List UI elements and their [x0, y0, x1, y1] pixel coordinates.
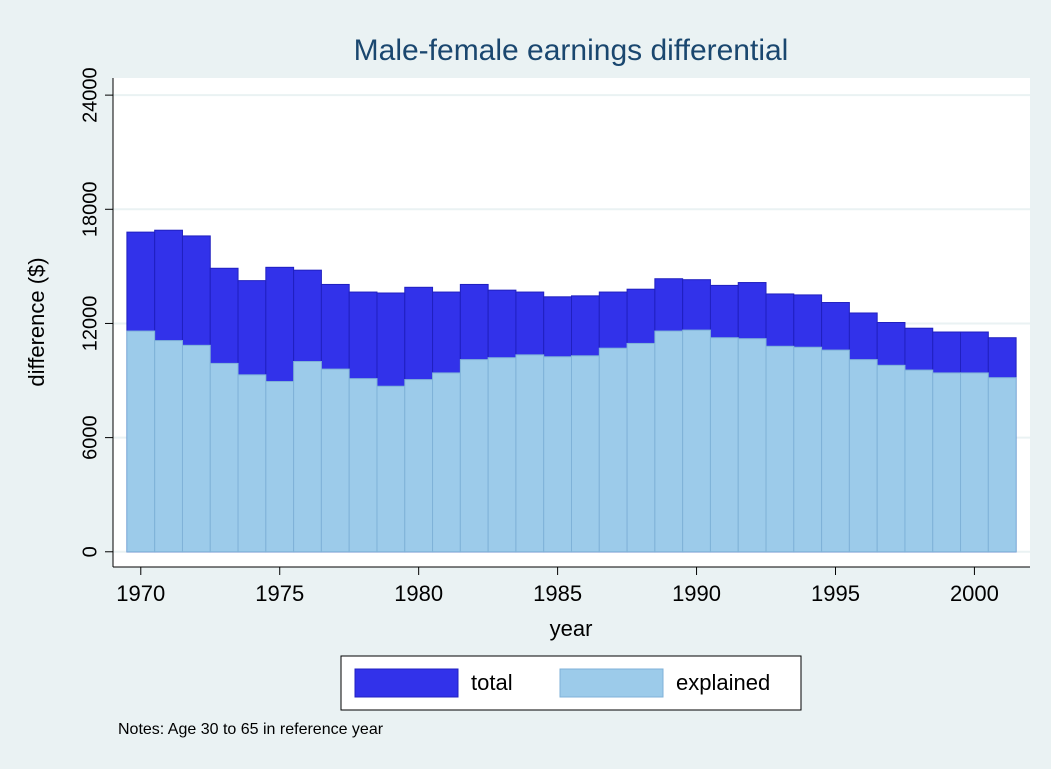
bar — [626, 342, 656, 553]
legend-label: total — [471, 670, 513, 695]
bar — [904, 369, 934, 553]
y-tick-label: 0 — [79, 546, 101, 557]
bar — [154, 340, 183, 553]
bar — [432, 372, 461, 553]
bar — [487, 357, 517, 553]
bar — [765, 345, 795, 553]
y-tick-label: 12000 — [79, 296, 101, 352]
bar — [960, 372, 989, 553]
legend-swatch — [354, 668, 459, 698]
bar — [543, 356, 572, 553]
bar — [348, 378, 378, 553]
bar — [654, 330, 684, 553]
bar — [237, 374, 267, 553]
bar — [320, 368, 350, 553]
bar — [987, 377, 1017, 553]
x-tick-label: 1985 — [533, 581, 582, 606]
legend-swatch — [559, 668, 664, 698]
bar — [821, 349, 850, 553]
x-tick-label: 1990 — [672, 581, 721, 606]
bar — [293, 361, 322, 553]
x-tick-label: 1975 — [255, 581, 304, 606]
bar — [265, 380, 295, 553]
bar — [876, 364, 906, 553]
y-axis-title: difference ($) — [24, 257, 49, 386]
bar — [793, 346, 823, 553]
x-tick-label: 1970 — [116, 581, 165, 606]
bar — [404, 379, 434, 553]
bar — [682, 329, 711, 553]
bar — [848, 359, 878, 553]
bar — [515, 354, 545, 553]
bar — [571, 355, 600, 553]
bar — [209, 362, 239, 553]
y-tick-label: 18000 — [79, 181, 101, 237]
bar — [598, 347, 628, 553]
bar — [932, 372, 962, 553]
bar — [737, 338, 767, 553]
x-tick-label: 2000 — [950, 581, 999, 606]
x-tick-label: 1995 — [811, 581, 860, 606]
bar — [709, 337, 739, 553]
bar — [459, 359, 489, 553]
bar — [376, 385, 406, 553]
y-tick-label: 6000 — [79, 415, 101, 460]
bar — [181, 344, 211, 553]
y-tick-label: 24000 — [79, 67, 101, 123]
x-tick-label: 1980 — [394, 581, 443, 606]
legend-label: explained — [676, 670, 770, 695]
bar — [126, 330, 156, 553]
x-axis-title: year — [550, 616, 593, 641]
chart-title: Male-female earnings differential — [354, 34, 789, 67]
note: Notes: Age 30 to 65 in reference year — [118, 721, 384, 738]
